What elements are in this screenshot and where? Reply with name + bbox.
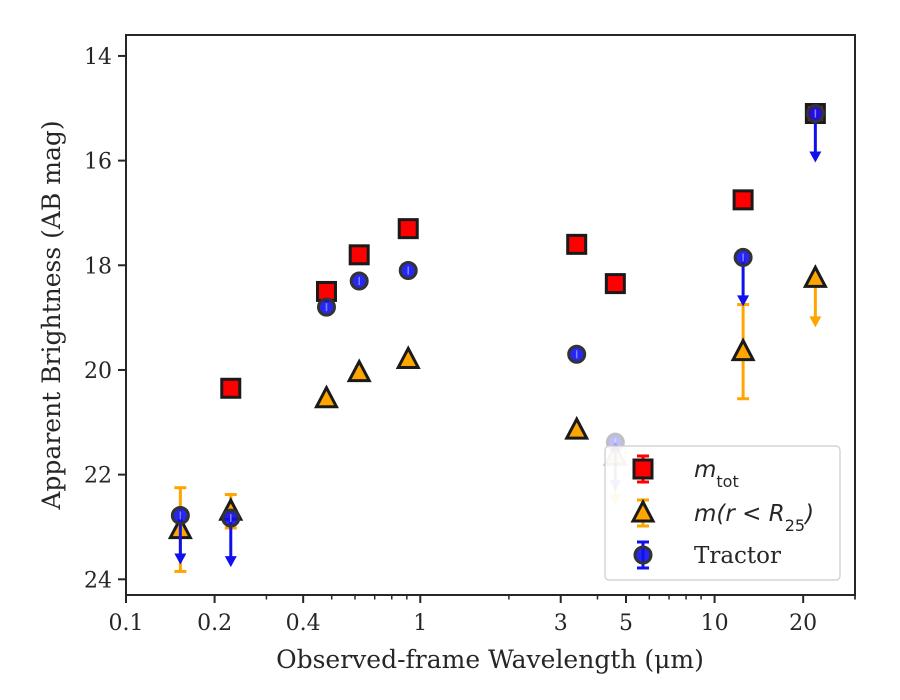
legend-marker-triangle [630, 498, 656, 523]
m-r25-point-group [564, 415, 590, 440]
x-tick-label: 0.2 [197, 611, 232, 636]
y-tick-label: 24 [84, 568, 112, 593]
upper-limit-arrowhead [224, 556, 237, 568]
legend-marker-square [632, 458, 654, 480]
y-tick-label: 20 [84, 359, 112, 384]
legend-label: Tractor [694, 543, 781, 569]
x-axis-ticks: 0.1 0.2 0.4 1 3 5 10 20 [109, 595, 856, 636]
m-r25-point-group [346, 358, 372, 383]
y-axis-ticks: 14 16 18 20 22 24 [84, 45, 126, 593]
m-r25-point-group [730, 303, 756, 401]
legend-marker-circle [633, 545, 653, 565]
mtot-point-group [566, 233, 588, 255]
series-2 [170, 104, 825, 568]
mtot-point-group [732, 189, 754, 211]
tractor-point-group [316, 297, 336, 317]
mtot-point [397, 218, 419, 240]
tractor-point-group [805, 104, 825, 163]
m-r25-point [730, 337, 756, 362]
x-tick-label: 3 [554, 611, 568, 636]
y-tick-label: 14 [84, 45, 112, 70]
legend-entry-2: Tractor [633, 540, 781, 570]
upper-limit-arrowhead [809, 316, 822, 328]
m-r25-point [564, 415, 590, 440]
legend: mtot m(r < R25) Tractor [604, 445, 841, 581]
m-r25-point [395, 345, 421, 369]
mtot-point-group [220, 377, 242, 399]
legend-label: mtot [694, 457, 739, 491]
tractor-point-group [221, 508, 241, 568]
legend-entry-0: mtot [632, 454, 739, 491]
m-r25-point-group [395, 345, 421, 369]
upper-limit-arrowhead [809, 151, 822, 163]
m-r25-point [346, 358, 372, 383]
mtot-point [348, 244, 370, 266]
x-tick-label: 0.4 [286, 611, 321, 636]
tractor-point-group [349, 271, 369, 291]
y-axis-label: Apparent Brightness (AB mag) [37, 120, 66, 510]
x-tick-label: 1 [413, 611, 427, 636]
m-r25-point-group [314, 384, 339, 409]
m-r25-point-group [802, 264, 828, 328]
tractor-point-group [567, 344, 587, 364]
mtot-point-group [348, 244, 370, 266]
x-tick-label: 10 [701, 611, 729, 636]
mtot-point [604, 273, 626, 295]
x-tick-label: 20 [789, 611, 817, 636]
y-tick-label: 16 [84, 150, 112, 175]
x-axis-label: Observed-frame Wavelength (μm) [276, 645, 704, 674]
m-r25-point [314, 384, 339, 409]
y-tick-label: 22 [84, 464, 112, 489]
tractor-point-group [733, 247, 753, 307]
mtot-point-group [604, 273, 626, 295]
x-tick-label: 0.1 [109, 611, 144, 636]
plot-frame [125, 34, 856, 596]
legend-label: m(r < R25) [694, 501, 814, 535]
upper-limit-arrowhead [737, 295, 750, 307]
legend-frame [604, 445, 841, 581]
series-0 [220, 103, 826, 399]
upper-limit-arrowhead [174, 553, 187, 565]
y-tick-label: 18 [84, 254, 112, 279]
x-tick-label: 5 [619, 611, 633, 636]
mtot-point-group [397, 218, 419, 240]
mtot-point [220, 377, 242, 399]
mtot-point [732, 189, 754, 211]
m-r25-point [802, 264, 828, 288]
tractor-point-group [170, 505, 190, 565]
mtot-point [566, 233, 588, 255]
tractor-point-group [398, 261, 418, 281]
legend-entry-1: m(r < R25) [630, 498, 814, 535]
